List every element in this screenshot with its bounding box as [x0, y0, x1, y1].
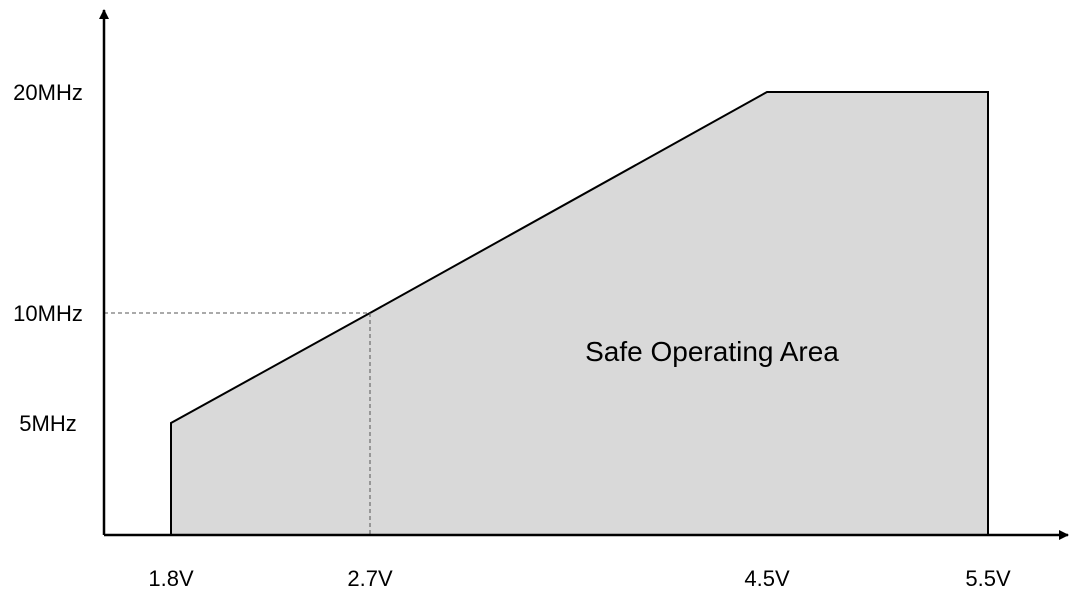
- y-tick-label: 10MHz: [13, 301, 83, 326]
- tick-labels: 1.8V 2.7V 4.5V 5.5V 5MHz 10MHz 20MHz: [13, 80, 1011, 591]
- x-tick-label: 4.5V: [744, 566, 790, 591]
- x-tick-label: 5.5V: [965, 566, 1011, 591]
- y-tick-label: 20MHz: [13, 80, 83, 105]
- safe-operating-area-label: Safe Operating Area: [585, 336, 839, 367]
- x-tick-label: 2.7V: [347, 566, 393, 591]
- x-tick-label: 1.8V: [148, 566, 194, 591]
- y-tick-label: 5MHz: [19, 411, 76, 436]
